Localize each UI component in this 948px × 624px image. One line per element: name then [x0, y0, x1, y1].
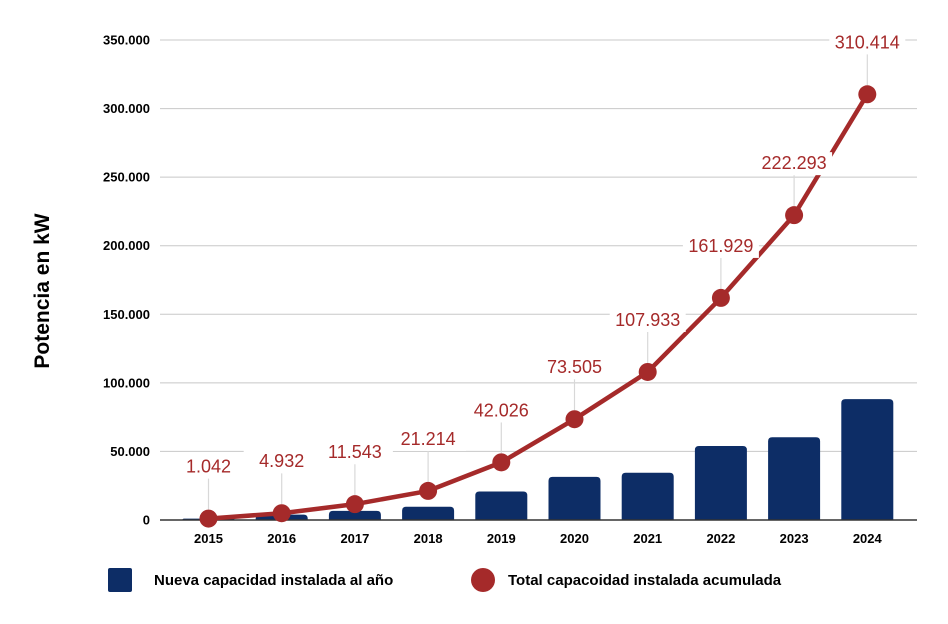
bar [841, 399, 894, 520]
line-point [785, 206, 804, 225]
data-label: 310.414 [835, 32, 900, 52]
y-tick-label: 200.000 [103, 238, 150, 253]
data-label: 21.214 [401, 429, 456, 449]
bar [328, 510, 381, 520]
bar [475, 491, 528, 520]
line-point [858, 85, 877, 104]
data-label-background [829, 31, 906, 55]
x-tick-label: 2015 [194, 531, 223, 546]
bar-series [182, 399, 894, 520]
bar [768, 437, 821, 520]
data-label: 107.933 [615, 310, 680, 330]
bar [694, 445, 747, 520]
y-tick-label: 100.000 [103, 375, 150, 390]
data-label: 42.026 [474, 400, 529, 420]
data-label-background [682, 234, 759, 258]
legend-swatch-bar [108, 568, 132, 592]
y-tick-label: 250.000 [103, 170, 150, 185]
y-axis: 0 50.000 100.000 150.000 200.000 250.000 300.0… [103, 33, 150, 528]
line-point [638, 362, 657, 381]
y-tick-label: 350.000 [103, 33, 150, 48]
data-label-background [390, 427, 467, 451]
y-tick-label: 0 [143, 513, 150, 528]
line-point [345, 495, 364, 514]
y-tick-label: 300.000 [103, 101, 150, 116]
data-label: 161.929 [688, 236, 753, 256]
legend-swatch-line [471, 568, 495, 592]
bar [621, 472, 674, 520]
data-label: 73.505 [547, 357, 602, 377]
data-label-background [170, 455, 247, 479]
line-point [199, 509, 218, 528]
data-label-background [463, 399, 540, 423]
x-axis: 2015 2016 2017 2018 2019 2020 2021 2022 2023 2024 [194, 531, 882, 546]
y-tick-label: 150.000 [103, 307, 150, 322]
line-point [711, 288, 730, 307]
line-point [565, 410, 584, 429]
legend: Nueva capacidad instalada al año Total ca… [108, 568, 782, 592]
data-label-background [536, 356, 613, 380]
legend-label: Nueva capacidad instalada al año [154, 572, 393, 589]
data-label-background [756, 152, 833, 176]
x-tick-label: 2016 [267, 531, 296, 546]
data-label: 1.042 [186, 457, 231, 477]
legend-label: Total capacoidad instalada acumulada [508, 572, 782, 589]
y-tick-label: 50.000 [110, 444, 150, 459]
data-label: 11.543 [328, 442, 382, 462]
data-label-background [609, 308, 686, 332]
x-tick-label: 2023 [780, 531, 809, 546]
data-labels: 1.042 4.932 11.543 21.214 42.026 73.505 107.93… [170, 31, 906, 479]
x-tick-label: 2018 [414, 531, 443, 546]
x-tick-label: 2024 [853, 531, 883, 546]
data-label: 222.293 [762, 153, 827, 173]
x-tick-label: 2019 [487, 531, 516, 546]
y-axis-label: Potencia en kW [31, 213, 54, 368]
bar [548, 476, 601, 520]
x-tick-label: 2017 [340, 531, 369, 546]
data-label: 4.932 [259, 451, 304, 471]
line-point [492, 453, 511, 472]
data-label-background [243, 450, 320, 474]
grid [160, 39, 917, 452]
x-tick-label: 2022 [706, 531, 735, 546]
line-point [272, 504, 291, 523]
line-point [419, 481, 438, 500]
bar [402, 506, 455, 520]
data-label-leaders [207, 54, 868, 510]
x-tick-label: 2020 [560, 531, 589, 546]
x-tick-label: 2021 [633, 531, 662, 546]
data-label-background [316, 441, 393, 465]
